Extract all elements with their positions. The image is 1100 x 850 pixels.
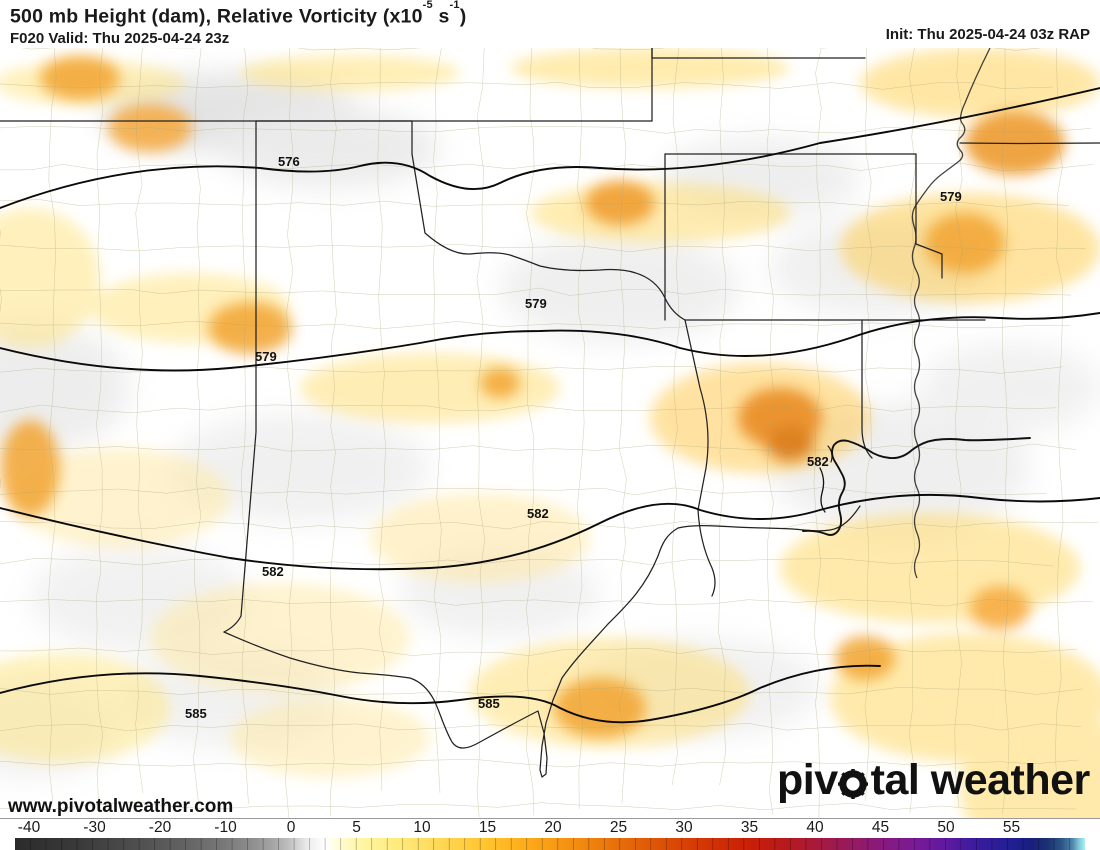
svg-text:582: 582 [807, 454, 829, 469]
svg-text:582: 582 [262, 564, 284, 579]
svg-text:579: 579 [940, 189, 962, 204]
svg-text:576: 576 [278, 154, 300, 169]
svg-text:585: 585 [478, 696, 500, 711]
svg-text:582: 582 [527, 506, 549, 521]
svg-text:585: 585 [185, 706, 207, 721]
svg-text:579: 579 [525, 296, 547, 311]
svg-text:579: 579 [255, 349, 277, 364]
